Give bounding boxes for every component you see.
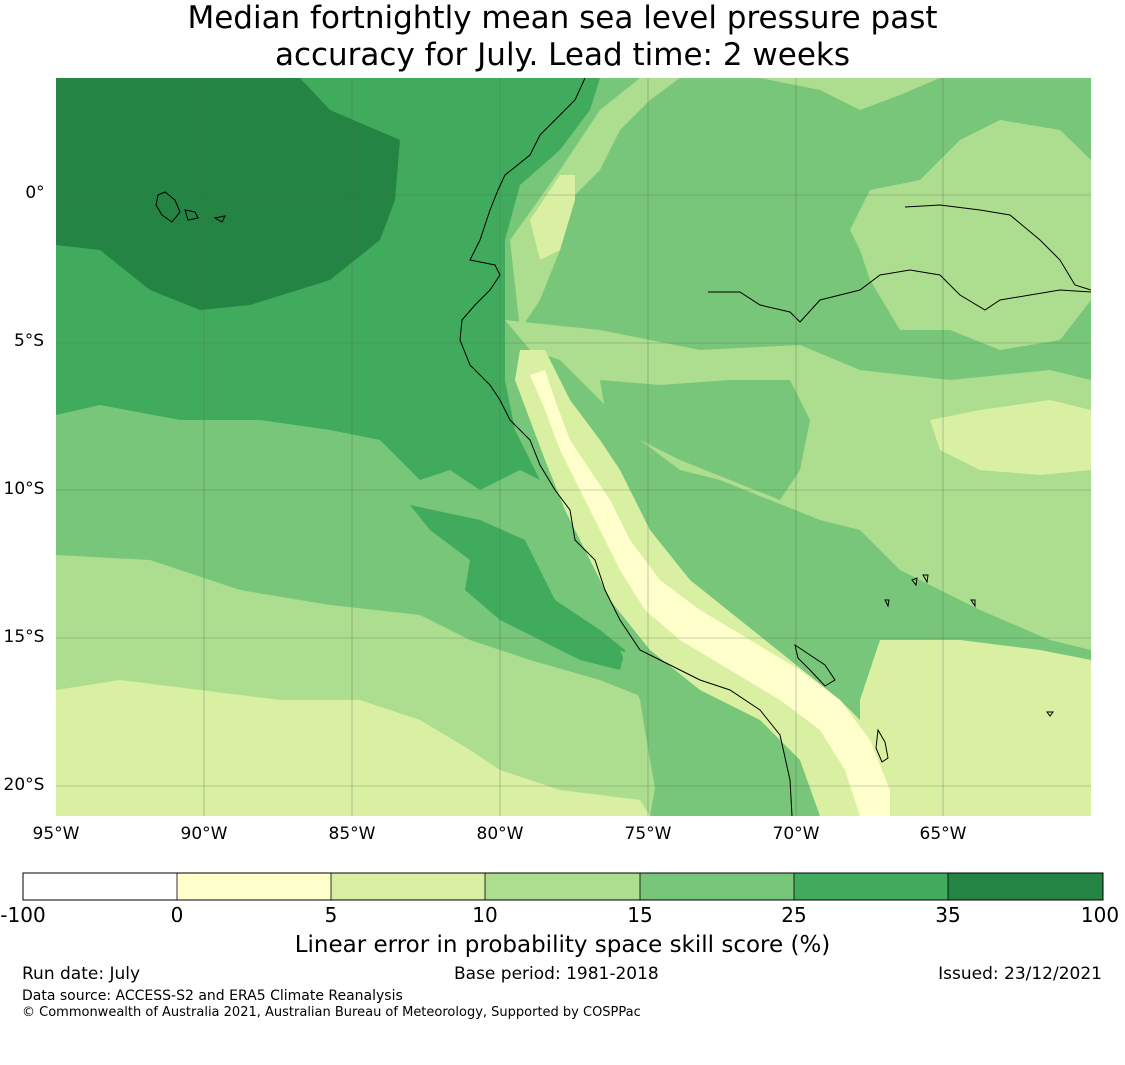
field-zone-0-5-ridge [530, 370, 890, 816]
lon-label: 95°W [32, 824, 80, 844]
lat-label: 5°S [13, 331, 45, 351]
field-zone-5-10-southwest [56, 680, 650, 816]
colorbar-tick-label: 15 [627, 903, 653, 927]
field-zone-15-25-southeast [620, 650, 800, 816]
colorbar-tick-label: 100 [1080, 903, 1120, 927]
colorbar-tick-label: 10 [472, 903, 498, 927]
colorbar-bin-4 [485, 873, 640, 900]
lat-label: 0° [25, 183, 45, 203]
issued-date: Issued: 23/12/2021 [938, 964, 1102, 984]
lon-label: 65°W [919, 824, 967, 844]
colorbar-bin-6 [794, 873, 948, 900]
coastline [459, 78, 793, 816]
lon-label: 85°W [328, 824, 376, 844]
data-source: Data source: ACCESS-S2 and ERA5 Climate … [22, 988, 403, 1004]
skill-field [56, 78, 1091, 816]
colorbar-frame [22, 872, 1104, 901]
field-zone-5-10-southeast [860, 640, 1091, 816]
lat-label: 15°S [3, 627, 45, 647]
field-zone-35-100 [56, 78, 400, 310]
islands [155, 191, 1054, 763]
field-zone-15-25-inland [600, 380, 810, 500]
run-date: Run date: July [22, 964, 141, 984]
colorbar-bin-2 [177, 873, 331, 900]
lon-label: 75°W [624, 824, 672, 844]
lon-label: 80°W [476, 824, 524, 844]
lon-label: 90°W [180, 824, 228, 844]
copyright: © Commonwealth of Australia 2021, Austra… [22, 1005, 641, 1020]
colorbar-tick-label: 35 [935, 903, 961, 927]
colorbar-tick-label: 25 [781, 903, 807, 927]
colorbar [22, 872, 1104, 901]
colorbar-bin-1 [23, 873, 177, 900]
river-tributary [904, 204, 1091, 291]
lat-label: 20°S [3, 775, 45, 795]
colorbar-title: Linear error in probability space skill … [294, 932, 831, 958]
title-line-2: accuracy for July. Lead time: 2 weeks [274, 37, 851, 73]
colorbar-bin-7 [948, 873, 1103, 900]
lon-label: 70°W [772, 824, 820, 844]
field-zone-25-35-coast [410, 505, 625, 670]
page-title: Median fortnightly mean sea level pressu… [0, 0, 1125, 74]
colorbar-tick-label: 5 [324, 903, 338, 927]
lat-label: 10°S [3, 479, 45, 499]
colorbar-tick-label: 0 [170, 903, 184, 927]
colorbar-tick-label: -100 [0, 903, 46, 927]
field-zone-5-10-east [930, 400, 1091, 475]
colorbar-bin-5 [640, 873, 794, 900]
base-period: Base period: 1981-2018 [454, 964, 659, 984]
title-line-1: Median fortnightly mean sea level pressu… [187, 0, 938, 36]
field-zone-10-15-land [510, 78, 1091, 350]
river-amazon [708, 269, 1091, 323]
colorbar-bin-3 [331, 873, 485, 900]
graticule [56, 78, 1091, 816]
